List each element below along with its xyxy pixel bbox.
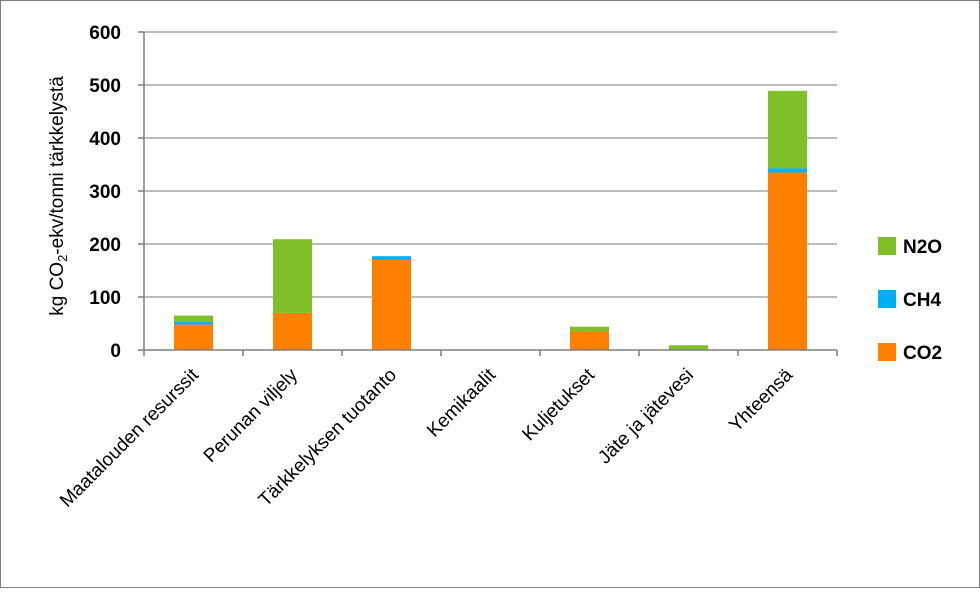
bars: [174, 90, 807, 350]
bar-n2o-7: [768, 90, 807, 169]
bar-co2-3: [372, 259, 411, 350]
y-axis-label-suffix: -ekv/tonni tärkkelystä: [47, 76, 68, 255]
gridlines: [138, 31, 838, 356]
bar-ch4-1: [174, 321, 213, 325]
legend-label-n2o: N2O: [903, 237, 942, 258]
x-tick-label: Kemikaalit: [423, 364, 500, 441]
y-axis-label-subscript: 2: [55, 255, 70, 262]
bar-n2o-2: [273, 239, 312, 313]
bar-n2o-5: [570, 326, 609, 332]
x-tick-label: Maatalouden resurssit: [56, 364, 204, 512]
bar-co2-5: [570, 331, 609, 350]
x-tick-label: Kuljetukset: [518, 364, 599, 445]
legend-swatch-co2: [878, 343, 896, 361]
x-tick-label: Perunan viljely: [200, 364, 303, 467]
y-axis-label: kg CO2-ekv/tonni tärkkelystä: [47, 76, 70, 316]
bar-co2-1: [174, 324, 213, 350]
y-tick-labels: 0 100 200 300 400 500 600: [89, 23, 121, 362]
legend-label-ch4: CH4: [903, 290, 941, 311]
x-tick-label: Jäte ja jätevesi: [594, 365, 698, 469]
y-tick-label: 400: [89, 129, 121, 150]
bar-n2o-1: [174, 315, 213, 322]
y-tick-label: 500: [89, 76, 121, 97]
bar-ch4-7: [768, 168, 807, 173]
legend-label-co2: CO2: [903, 343, 942, 364]
x-tick-label: Yhteensä: [725, 364, 797, 436]
y-tick-label: 200: [89, 235, 121, 256]
bar-co2-2: [273, 312, 312, 350]
y-tick-label: 0: [110, 341, 121, 362]
y-axis-label-prefix: kg CO: [47, 262, 68, 316]
bar-ch4-3: [372, 256, 411, 260]
legend: N2O CH4 CO2: [878, 237, 942, 364]
y-tick-label: 600: [89, 23, 121, 44]
bar-co2-7: [768, 172, 807, 350]
y-tick-label: 300: [89, 182, 121, 203]
legend-swatch-n2o: [878, 237, 896, 255]
bar-n2o-6: [669, 345, 708, 350]
legend-swatch-ch4: [878, 290, 896, 308]
y-tick-label: 100: [89, 288, 121, 309]
